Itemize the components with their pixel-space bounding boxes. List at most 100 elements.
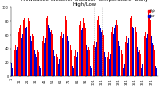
Bar — [97, 20, 98, 76]
Bar — [95, 47, 96, 76]
Bar — [136, 43, 137, 76]
Bar — [44, 43, 45, 76]
Bar — [32, 34, 33, 76]
Bar — [150, 20, 151, 76]
Bar — [77, 52, 78, 76]
Bar — [52, 34, 53, 76]
Bar — [119, 46, 120, 76]
Bar — [27, 25, 28, 76]
Bar — [50, 32, 51, 76]
Bar — [137, 47, 138, 76]
Bar — [132, 27, 133, 76]
Bar — [118, 41, 119, 76]
Bar — [15, 45, 16, 76]
Bar — [144, 36, 145, 76]
Bar — [115, 25, 116, 76]
Bar — [17, 47, 18, 76]
Bar — [61, 32, 62, 76]
Bar — [31, 41, 32, 76]
Bar — [62, 38, 63, 76]
Bar — [29, 21, 30, 76]
Bar — [86, 45, 87, 76]
Bar — [104, 52, 105, 76]
Bar — [143, 59, 144, 76]
Bar — [107, 57, 108, 76]
Bar — [105, 57, 106, 76]
Bar — [82, 28, 83, 76]
Bar — [117, 25, 118, 76]
Bar — [140, 54, 141, 76]
Bar — [35, 54, 36, 76]
Bar — [92, 50, 93, 76]
Bar — [71, 50, 72, 76]
Bar — [127, 32, 128, 76]
Bar — [155, 54, 156, 76]
Bar — [25, 28, 26, 76]
Bar — [126, 36, 127, 76]
Bar — [145, 32, 146, 76]
Bar — [94, 41, 95, 76]
Bar — [14, 50, 15, 76]
Bar — [37, 50, 38, 76]
Bar — [49, 28, 50, 76]
Bar — [67, 36, 68, 76]
Bar — [23, 20, 24, 76]
Bar — [20, 36, 21, 76]
Bar — [54, 56, 55, 76]
Bar — [76, 57, 77, 76]
Bar — [116, 20, 117, 76]
Bar — [90, 66, 91, 76]
Bar — [39, 66, 40, 76]
Bar — [56, 54, 57, 76]
Bar — [91, 68, 92, 76]
Bar — [21, 38, 22, 76]
Bar — [156, 68, 157, 76]
Bar — [113, 34, 114, 76]
Bar — [66, 20, 67, 76]
Bar — [93, 45, 94, 76]
Bar — [108, 64, 109, 76]
Bar — [123, 68, 124, 76]
Bar — [51, 29, 52, 76]
Bar — [19, 28, 20, 76]
Bar — [103, 35, 104, 76]
Bar — [88, 47, 89, 76]
Bar — [72, 66, 73, 76]
Bar — [38, 52, 39, 76]
Bar — [120, 45, 121, 76]
Bar — [122, 54, 123, 76]
Bar — [53, 50, 54, 76]
Bar — [114, 28, 115, 76]
Bar — [28, 18, 29, 76]
Bar — [87, 50, 88, 76]
Bar — [125, 42, 126, 76]
Bar — [30, 36, 31, 76]
Bar — [100, 28, 101, 76]
Bar — [84, 23, 85, 76]
Bar — [24, 18, 25, 76]
Bar — [16, 50, 17, 76]
Bar — [12, 68, 13, 76]
Bar — [46, 18, 47, 76]
Bar — [40, 68, 41, 76]
Legend: High, Low: High, Low — [148, 9, 156, 18]
Bar — [131, 16, 132, 76]
Bar — [57, 57, 58, 76]
Bar — [133, 28, 134, 76]
Bar — [89, 50, 90, 76]
Bar — [43, 36, 44, 76]
Bar — [128, 38, 129, 76]
Bar — [75, 50, 76, 76]
Bar — [26, 27, 27, 76]
Bar — [81, 29, 82, 76]
Title: Milwaukee Weather Outdoor Temperature  Daily High/Low: Milwaukee Weather Outdoor Temperature Da… — [21, 0, 148, 7]
Bar — [148, 13, 149, 76]
Bar — [74, 56, 75, 76]
Bar — [142, 64, 143, 76]
Bar — [45, 38, 46, 76]
Bar — [121, 50, 122, 76]
Bar — [98, 16, 99, 76]
Bar — [154, 50, 155, 76]
Bar — [48, 25, 49, 76]
Bar — [135, 27, 136, 76]
